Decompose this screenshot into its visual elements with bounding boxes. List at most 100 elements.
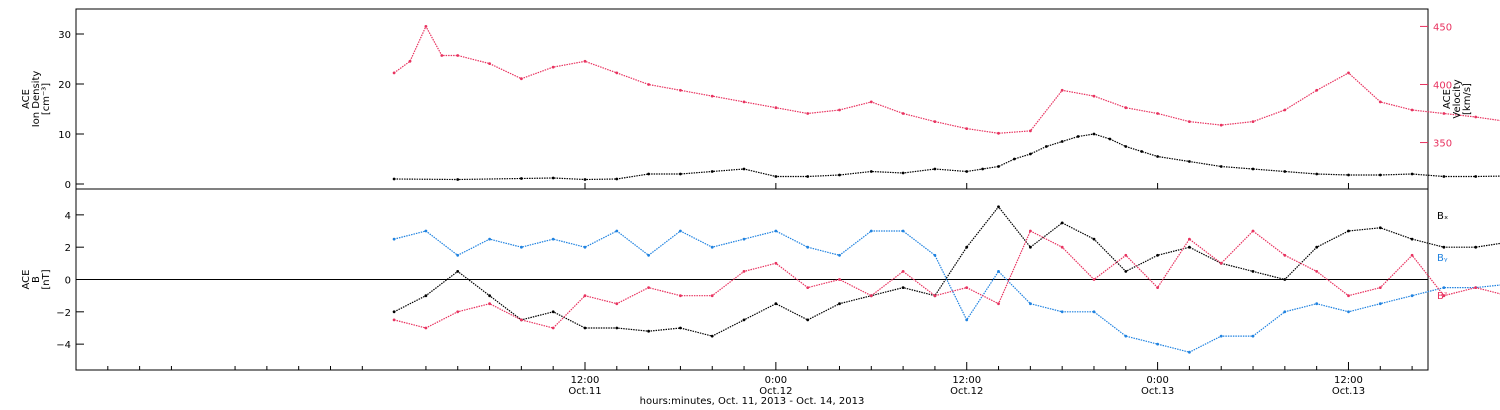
bz-point	[392, 318, 396, 322]
by-line	[393, 230, 1500, 353]
velocity-point	[1347, 71, 1350, 75]
by-point	[551, 237, 555, 241]
by-point	[679, 229, 682, 233]
by-point	[392, 237, 396, 241]
density-point	[1474, 175, 1478, 178]
velocity-point	[440, 54, 444, 57]
bx-point	[647, 329, 650, 333]
bx-point	[1347, 229, 1350, 233]
density-line	[394, 133, 1500, 181]
by-point	[1219, 334, 1223, 338]
velocity-point	[408, 59, 412, 63]
date-tick-label: Oct.13	[1141, 386, 1174, 397]
bx-point	[1092, 237, 1096, 241]
bz-point	[1315, 270, 1319, 273]
field-axis-tick-label: 4	[65, 211, 71, 222]
bx-point	[1251, 270, 1255, 273]
bz-point	[1060, 245, 1064, 249]
density-point	[1315, 172, 1319, 176]
density-axis-ticks: 0 10 20 30	[58, 30, 84, 191]
velocity-point	[869, 100, 873, 104]
velocity-point	[583, 59, 587, 63]
time-tick-label: 0:00	[765, 375, 787, 386]
by-point	[1347, 310, 1350, 314]
velocity-point	[520, 77, 523, 81]
bx-point	[710, 334, 714, 338]
density-point	[1076, 135, 1080, 138]
time-tick-label: 0:00	[1146, 375, 1168, 386]
bz-point	[647, 286, 650, 289]
bz-line	[393, 230, 1500, 329]
bx-point	[1474, 245, 1478, 249]
bx-point	[551, 310, 555, 314]
bx-point	[1029, 245, 1032, 249]
bz-point	[583, 294, 587, 298]
bx-point	[1156, 253, 1159, 257]
bx-point	[1378, 226, 1382, 230]
density-point	[1219, 165, 1223, 168]
magnetic-field-panel: −4 −2 0 2 4 ACEB[nT] Bₓ Bᵧ Bᶻ	[21, 188, 1500, 371]
bz-point	[424, 326, 428, 330]
by-point	[456, 253, 460, 257]
velocity-line	[393, 25, 1500, 134]
bz-point	[1251, 229, 1255, 233]
bx-point	[901, 286, 905, 289]
velocity-point	[965, 127, 969, 130]
bz-point	[1378, 286, 1382, 289]
time-axis-ticks: 12:00Oct.110:00Oct.1212:00Oct.120:00Oct.…	[75, 183, 1413, 397]
velocity-point	[392, 71, 396, 75]
bz-point	[742, 270, 746, 273]
bz-legend-label: Bᶻ	[1437, 291, 1448, 302]
bx-point	[615, 326, 619, 330]
bx-line	[393, 205, 1500, 337]
velocity-point	[1219, 123, 1223, 127]
bz-point	[965, 286, 969, 289]
bx-point	[456, 270, 460, 273]
by-point	[869, 229, 873, 233]
velocity-point	[679, 88, 682, 92]
velocity-point	[1283, 108, 1287, 112]
bz-point	[774, 261, 778, 265]
bx-point	[392, 310, 396, 314]
by-point	[710, 245, 714, 249]
bz-point	[1347, 294, 1350, 298]
velocity-point	[647, 83, 650, 86]
date-tick-label: Oct.13	[1332, 386, 1365, 397]
density-point	[456, 178, 460, 181]
velocity-point	[456, 54, 460, 57]
density-point	[520, 177, 523, 180]
bx-point	[742, 318, 746, 322]
density-point	[1029, 152, 1032, 156]
density-axis-tick-label: 30	[58, 30, 71, 41]
bx-point	[774, 302, 778, 306]
density-point	[1442, 175, 1446, 178]
bz-point	[1474, 286, 1478, 289]
bz-point	[1410, 253, 1414, 257]
bz-point	[456, 310, 460, 314]
field-axis-tick-label: 0	[65, 276, 71, 287]
field-legend: Bₓ Bᵧ Bᶻ	[1437, 211, 1448, 302]
velocity-axis-tick-label: 450	[1433, 22, 1452, 33]
bz-point	[1156, 286, 1159, 289]
bx-point	[1283, 278, 1287, 281]
bz-point	[1029, 229, 1032, 233]
bx-point	[1060, 221, 1064, 225]
density-point	[1140, 150, 1144, 153]
bx-point	[1315, 245, 1319, 249]
by-point	[997, 270, 1000, 273]
velocity-point	[742, 100, 746, 104]
bx-point	[997, 205, 1000, 209]
field-axis-tick-label: −2	[56, 308, 71, 319]
velocity-point	[615, 71, 619, 75]
velocity-point	[806, 112, 810, 115]
bx-point	[1442, 245, 1446, 249]
velocity-point	[1124, 106, 1128, 110]
field-axis-tick-label: 2	[65, 243, 71, 254]
time-tick-label: 12:00	[952, 375, 981, 386]
bx-point	[1124, 270, 1128, 273]
time-axis-label: hours:minutes, Oct. 11, 2013 - Oct. 14, …	[640, 396, 865, 407]
velocity-point	[774, 106, 778, 110]
by-point	[615, 229, 619, 233]
density-point	[1251, 167, 1255, 171]
